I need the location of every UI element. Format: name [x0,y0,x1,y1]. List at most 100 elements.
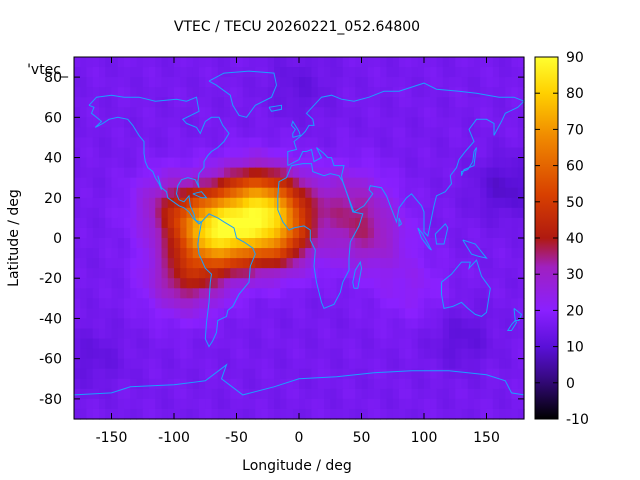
heatmap-cell [392,258,400,269]
heatmap-cell [205,278,213,289]
heatmap-cell [405,187,413,199]
heatmap-cell [374,177,381,189]
heatmap-cell [242,107,250,118]
heatmap-cell [380,378,388,390]
heatmap-cell [261,248,269,259]
heatmap-cell [124,157,131,169]
heatmap-cell [517,67,525,78]
heatmap-cell [230,187,238,199]
heatmap-cell [155,117,163,128]
heatmap-cell [211,227,219,239]
heatmap-cell [74,328,81,340]
heatmap-cell [280,157,288,169]
heatmap-cell [324,278,331,289]
heatmap-cell [286,67,294,78]
heatmap-cell [411,157,419,169]
heatmap-cell [317,358,325,370]
heatmap-cell [342,408,350,420]
heatmap-cell [161,348,169,360]
heatmap-cell [180,217,188,229]
heatmap-cell [292,107,300,118]
heatmap-cell [161,157,169,169]
heatmap-cell [211,107,219,118]
heatmap-cell [449,207,456,219]
heatmap-cell [92,147,100,159]
heatmap-cell [155,157,163,169]
heatmap-cell [217,348,225,360]
heatmap-cell [505,338,513,350]
heatmap-cell [211,217,219,229]
heatmap-cell [430,318,438,330]
heatmap-cell [511,127,519,139]
heatmap-cell [155,107,163,118]
heatmap-cell [480,187,488,199]
heatmap-cell [130,318,138,330]
heatmap-cell [492,308,500,320]
heatmap-cell [392,177,400,189]
heatmap-cell [86,127,94,139]
heatmap-cell [324,137,331,149]
heatmap-cell [355,157,363,169]
heatmap-cell [330,97,338,108]
heatmap-cell [336,217,344,229]
heatmap-cell [205,308,213,320]
heatmap-cell [130,288,138,299]
heatmap-cell [442,167,450,179]
heatmap-cell [286,177,294,189]
heatmap-cell [217,127,225,139]
heatmap-cell [292,318,300,330]
heatmap-cell [192,87,200,98]
heatmap-cell [330,187,338,199]
heatmap-cell [86,318,94,330]
heatmap-cell [492,338,500,350]
heatmap-cell [242,278,250,289]
heatmap-cell [236,167,244,179]
heatmap-cell [474,328,481,340]
heatmap-cell [174,157,181,169]
colorbar-tick-label: -10 [566,412,589,428]
heatmap-cell [342,187,350,199]
heatmap-cell [392,278,400,289]
heatmap-cell [92,127,100,139]
heatmap-cell [380,258,388,269]
heatmap-cell [342,248,350,259]
heatmap-cell [167,117,175,128]
heatmap-cell [505,207,513,219]
heatmap-cell [186,217,194,229]
heatmap-cell [130,177,138,189]
heatmap-cell [455,338,463,350]
heatmap-cell [436,318,444,330]
heatmap-cell [255,177,263,189]
heatmap-cell [505,378,513,390]
heatmap-cell [224,77,231,88]
heatmap-cell [480,107,488,118]
heatmap-cell [192,318,200,330]
heatmap-cell [280,167,288,179]
heatmap-cell [249,358,256,370]
heatmap-cell [86,227,94,239]
heatmap-cell [499,67,506,78]
heatmap-cell [355,147,363,159]
heatmap-cell [511,258,519,269]
heatmap-cell [480,308,488,320]
heatmap-cell [505,238,513,249]
heatmap-cell [186,227,194,239]
heatmap-cell [199,408,206,420]
heatmap-cell [86,298,94,309]
heatmap-cell [499,127,506,139]
heatmap-cell [280,177,288,189]
heatmap-cell [392,147,400,159]
heatmap-cell [511,147,519,159]
heatmap-cell [367,338,375,350]
heatmap-cell [461,137,469,149]
heatmap-cell [355,87,363,98]
heatmap-cell [261,217,269,229]
heatmap-cell [324,288,331,299]
heatmap-cell [305,338,313,350]
heatmap-cell [261,388,269,400]
heatmap-cell [467,157,475,169]
heatmap-cell [499,338,506,350]
heatmap-cell [217,408,225,420]
heatmap-cell [142,338,150,350]
heatmap-cell [161,318,169,330]
